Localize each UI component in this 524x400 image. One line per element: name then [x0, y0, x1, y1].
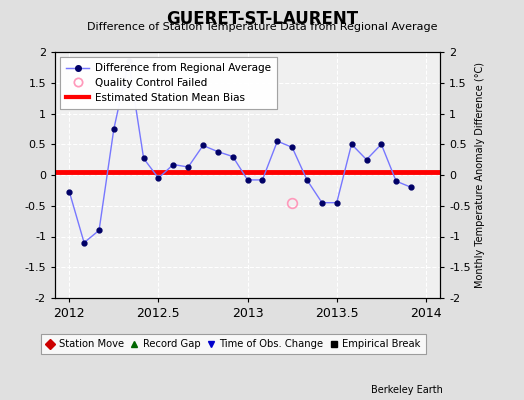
- Text: GUERET-ST-LAURENT: GUERET-ST-LAURENT: [166, 10, 358, 28]
- Legend: Station Move, Record Gap, Time of Obs. Change, Empirical Break: Station Move, Record Gap, Time of Obs. C…: [40, 334, 426, 354]
- Legend: Difference from Regional Average, Quality Control Failed, Estimated Station Mean: Difference from Regional Average, Qualit…: [60, 57, 277, 109]
- Y-axis label: Monthly Temperature Anomaly Difference (°C): Monthly Temperature Anomaly Difference (…: [475, 62, 485, 288]
- Text: Difference of Station Temperature Data from Regional Average: Difference of Station Temperature Data f…: [87, 22, 437, 32]
- Text: Berkeley Earth: Berkeley Earth: [371, 385, 443, 395]
